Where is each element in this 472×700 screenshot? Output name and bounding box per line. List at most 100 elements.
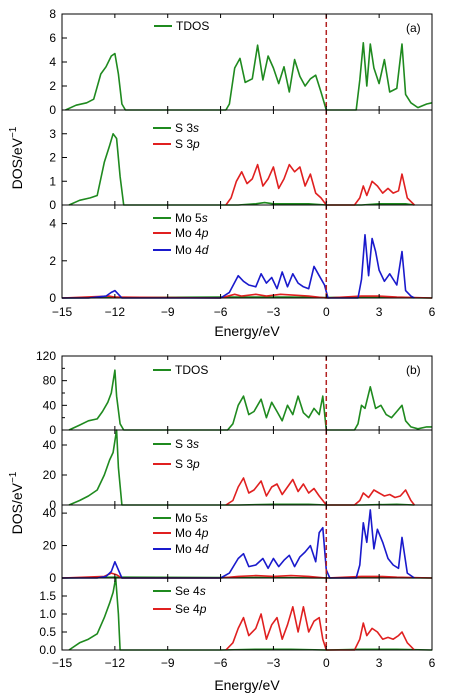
y-tick-label-1-0-1: 40 [43,398,57,412]
y-tick-label-1-2-1: 20 [43,539,57,553]
y-tick-label-0-1-0: 0 [49,198,56,212]
y-tick-label-0-1-2: 2 [49,151,56,165]
y-tick-label-0-2-2: 4 [49,217,56,231]
legend-label-prefix: Mo 5 [175,211,202,225]
panel-label-0: (a) [406,21,421,35]
legend-label-prefix: Se 4 [175,584,200,598]
panel-0-subplot-0: TDOS [61,13,433,111]
subplot-frame-0-0 [61,13,433,111]
legend-label-1-2-1: Mo 4p [175,526,209,540]
x-tick-label-0-2: −9 [161,305,175,319]
legend-label-orbital: s [193,121,199,135]
legend-label-prefix: Mo 4 [175,526,202,540]
x-tick-label-0-1: −12 [105,305,126,319]
legend-label-1-1-1: S 3p [175,457,200,471]
y-tick-label-1-3-0: 0.0 [39,643,56,657]
x-axis-label-1: Energy/eV [214,677,280,693]
legend-label-prefix: S 3 [175,457,193,471]
legend-label-1-1-0: S 3s [175,437,199,451]
panel-label-1: (b) [406,363,421,377]
series-line-0-0-0 [65,41,433,111]
panel-0-subplot-1: S 3sS 3p [61,109,433,206]
y-tick-label-1-3-1: 0.5 [39,625,56,639]
y-tick-label-0-0-4: 8 [49,7,56,21]
series-line-1-0-0 [68,369,432,431]
legend-label-prefix: Mo 4 [175,542,202,556]
x-tick-label-1-4: −3 [267,656,281,670]
y-tick-label-0-0-1: 2 [49,79,56,93]
y-tick-label-1-0-2: 80 [43,374,57,388]
legend-label-prefix: Mo 4 [175,243,202,257]
legend-label-prefix: S 3 [175,437,193,451]
legend-label-0-2-1: Mo 4p [175,226,209,240]
x-tick-label-1-7: 6 [429,656,436,670]
panel-1-subplot-1: S 3sS 3p [61,429,433,506]
y-tick-label-0-2-0: 0 [49,291,56,305]
x-tick-label-0-5: 0 [323,305,330,319]
y-tick-label-0-0-3: 6 [49,31,56,45]
y-tick-label-1-3-3: 1.5 [39,589,56,603]
y-axis-label-0: DOS/eV−1 [8,126,25,189]
y-axis-label-1: DOS/eV−1 [8,471,25,534]
x-tick-label-1-2: −9 [161,656,175,670]
y-tick-label-0-0-0: 0 [49,103,56,117]
legend-label-prefix: Se 4 [175,602,200,616]
series-line-1-3-1 [225,605,415,651]
legend-label-0-1-0: S 3s [175,121,199,135]
legend-label-orbital: p [192,137,200,151]
series-line-1-2-1 [61,572,433,579]
legend-label-orbital: p [201,526,209,540]
x-axis-label-0: Energy/eV [214,323,280,339]
series-line-0-1-1 [225,163,415,206]
legend-label-prefix: Mo 5 [175,511,202,525]
legend-label-0-2-2: Mo 4d [175,243,209,257]
series-line-1-2-2 [62,509,415,579]
y-tick-label-1-2-2: 40 [43,506,57,520]
y-axis-label-main: DOS/eV [9,482,25,534]
legend-label-0-0-0: TDOS [176,19,209,33]
y-tick-label-0-1-1: 1 [49,174,56,188]
legend-label-orbital: p [199,602,207,616]
legend-label-orbital: s [200,584,206,598]
legend-label-orbital: s [202,511,208,525]
y-axis-label-superscript: −1 [8,471,19,483]
legend-label-orbital: d [202,243,209,257]
series-line-1-1-1 [225,477,416,506]
legend-label-orbital: p [201,226,209,240]
y-tick-label-1-0-3: 120 [36,349,56,363]
subplot-frame-0-2 [61,204,433,299]
legend-label-prefix: S 3 [175,137,193,151]
legend-label-1-3-1: Se 4p [175,602,207,616]
y-tick-label-1-1-2: 40 [43,438,57,452]
x-tick-label-0-6: 3 [376,305,383,319]
subplot-frame-1-3 [61,577,433,651]
x-tick-label-1-3: −6 [214,656,228,670]
legend-label-prefix: S 3 [175,121,193,135]
x-tick-label-1-6: 3 [376,656,383,670]
y-tick-label-1-2-0: 0 [49,571,56,585]
legend-label-orbital: p [192,457,200,471]
x-tick-label-0-3: −6 [214,305,228,319]
series-line-0-1-0 [68,133,415,206]
panel-1-subplot-0: TDOS [61,355,433,431]
y-tick-label-1-1-0: 0 [49,498,56,512]
y-tick-label-0-2-1: 2 [49,254,56,268]
y-axis-label-main: DOS/eV [9,137,25,189]
legend-label-0-2-0: Mo 5s [175,211,208,225]
series-line-0-2-2 [62,234,415,299]
subplot-frame-1-0 [61,355,433,431]
x-tick-label-1-1: −12 [105,656,126,670]
y-tick-label-0-0-2: 4 [49,55,56,69]
legend-label-orbital: s [193,437,199,451]
legend-label-1-0-0: TDOS [175,363,208,377]
y-tick-label-1-3-2: 1.0 [39,607,56,621]
x-tick-label-0-0: −15 [52,305,73,319]
legend-label-1-2-0: Mo 5s [175,511,208,525]
legend-label-1-3-0: Se 4s [175,584,206,598]
series-line-1-3-0 [68,577,433,651]
y-tick-label-0-1-3: 3 [49,127,56,141]
